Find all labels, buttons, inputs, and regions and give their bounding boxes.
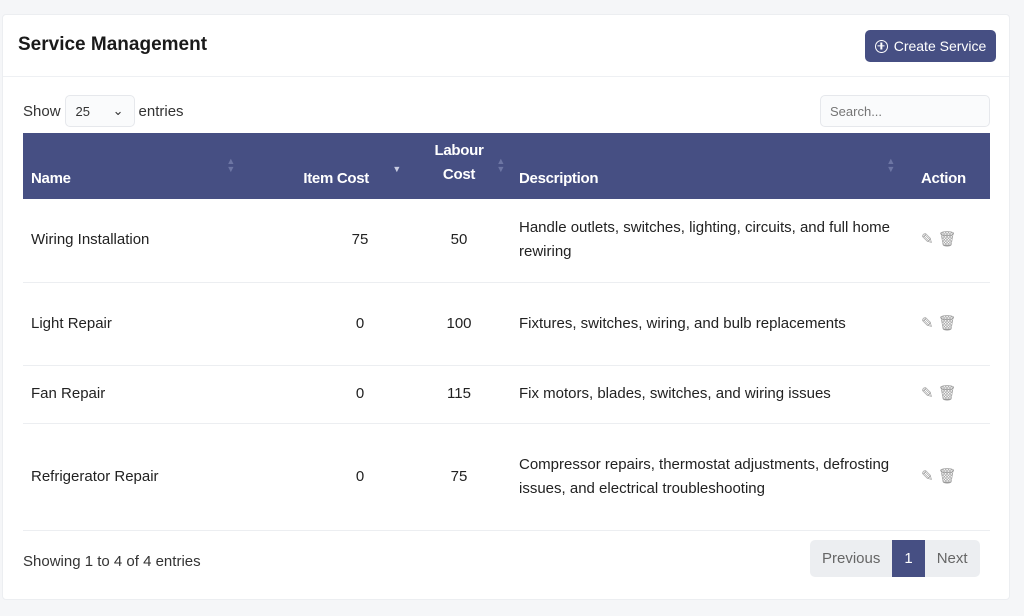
create-service-label: Create Service [893, 38, 987, 54]
column-label: Item Cost [303, 170, 369, 187]
card-header: Service Management Create Service [3, 15, 1009, 77]
cell-labour-cost: 100 [407, 282, 511, 366]
cell-action: ✎ 🗑︎ [901, 365, 990, 424]
table-row: Fan Repair 0 115 Fix motors, blades, swi… [23, 365, 990, 424]
page-title: Service Management [18, 34, 208, 55]
chevron-down-icon: ⌄ [112, 103, 124, 118]
sort-desc-icon: ▼ [392, 164, 401, 174]
cell-item-cost: 0 [241, 365, 407, 424]
edit-icon[interactable]: ✎ [921, 231, 934, 249]
column-labour-cost[interactable]: Labour Cost ▲ ▼ [407, 133, 511, 199]
table-info: Showing 1 to 4 of 4 entries [23, 553, 201, 570]
search-input[interactable] [820, 95, 990, 127]
previous-button[interactable]: Previous [822, 550, 881, 567]
cell-action: ✎ 🗑︎ [901, 282, 990, 366]
cell-description: Fix motors, blades, switches, and wiring… [511, 365, 901, 424]
column-item-cost[interactable]: Item Cost ▼ [241, 133, 407, 199]
edit-icon[interactable]: ✎ [921, 467, 934, 485]
cell-description: Handle outlets, switches, lighting, circ… [511, 199, 901, 283]
table-row: Wiring Installation 75 50 Handle outlets… [23, 199, 990, 283]
services-table: Name ▲ ▼ Item Cost ▼ Labour Cost ▲ ▼ Descript… [23, 133, 990, 531]
cell-name: Refrigerator Repair [23, 423, 241, 531]
column-label: Name [31, 170, 71, 187]
sort-icon: ▲ ▼ [226, 156, 235, 174]
column-label: Labour Cost [434, 142, 484, 183]
sort-icon: ▲ ▼ [496, 156, 505, 174]
table-row: Light Repair 0 100 Fixtures, switches, w… [23, 282, 990, 366]
cell-action: ✎ 🗑︎ [901, 199, 990, 283]
service-card: Service Management Create Service Show 2… [2, 14, 1010, 600]
trash-icon[interactable]: 🗑︎ [937, 467, 957, 485]
cell-item-cost: 0 [241, 423, 407, 531]
cell-name: Fan Repair [23, 365, 241, 424]
next-button[interactable]: Next [936, 550, 968, 567]
pagination: Previous 1 Next [810, 540, 980, 577]
cell-name: Light Repair [23, 282, 241, 366]
table-row: Refrigerator Repair 0 75 Compressor repa… [23, 423, 990, 531]
page-1-button[interactable]: 1 [892, 540, 925, 577]
show-label: Show [23, 102, 61, 120]
column-label: Description [519, 170, 599, 187]
trash-icon[interactable]: 🗑︎ [937, 314, 957, 332]
cell-labour-cost: 50 [407, 199, 511, 283]
sort-icon: ▲ ▼ [886, 156, 895, 174]
create-service-button[interactable]: Create Service [865, 30, 996, 62]
cell-labour-cost: 75 [407, 423, 511, 531]
cell-name: Wiring Installation [23, 199, 241, 283]
plus-circle-icon [874, 39, 888, 53]
cell-labour-cost: 115 [407, 365, 511, 424]
trash-icon[interactable]: 🗑︎ [937, 231, 957, 249]
cell-item-cost: 75 [241, 199, 407, 283]
column-name[interactable]: Name ▲ ▼ [23, 133, 241, 199]
column-action: Action [901, 133, 990, 199]
cell-action: ✎ 🗑︎ [901, 423, 990, 531]
page-size-value: 25 [75, 103, 90, 119]
column-label: Action [921, 170, 966, 187]
column-description[interactable]: Description ▲ ▼ [511, 133, 901, 199]
edit-icon[interactable]: ✎ [921, 385, 934, 402]
page-size-control: Show 25 ⌄ entries [23, 95, 184, 127]
page-size-select[interactable]: 25 ⌄ [64, 95, 135, 127]
cell-description: Compressor repairs, thermostat adjustmen… [511, 423, 901, 531]
cell-item-cost: 0 [241, 282, 407, 366]
edit-icon[interactable]: ✎ [921, 314, 934, 332]
cell-description: Fixtures, switches, wiring, and bulb rep… [511, 282, 901, 366]
entries-label: entries [138, 102, 184, 120]
trash-icon[interactable]: 🗑︎ [937, 385, 957, 402]
